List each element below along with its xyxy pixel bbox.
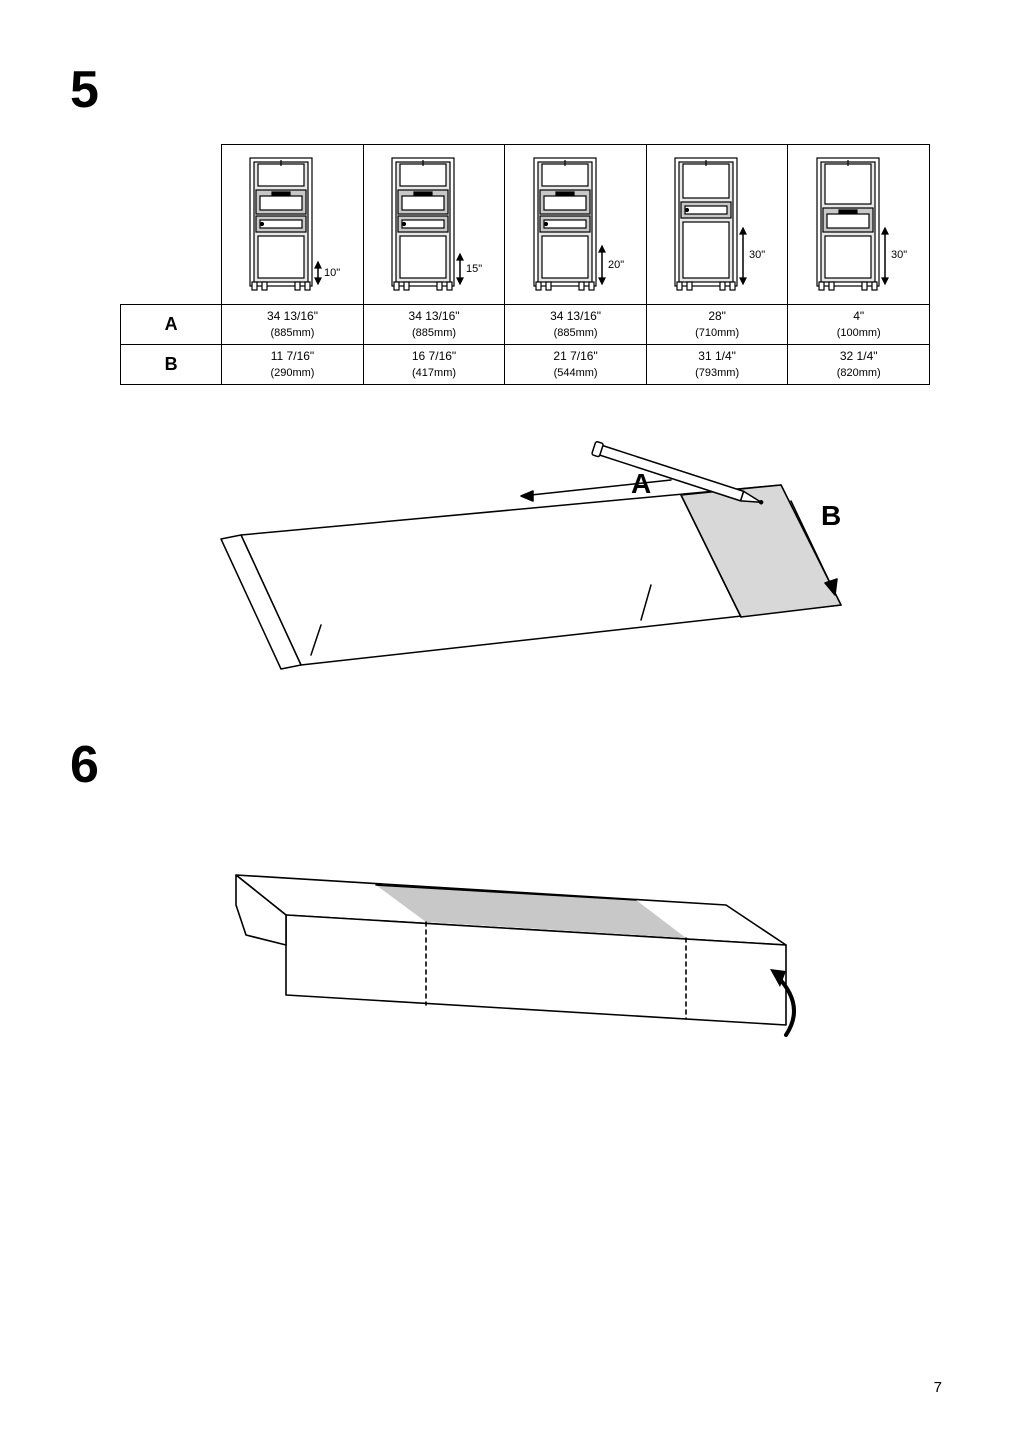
panel-diagram: A B <box>181 425 881 685</box>
arrow-label: 30" <box>891 249 907 261</box>
step-6-number: 6 <box>70 735 942 795</box>
blank-header <box>121 145 222 305</box>
arrow-label: 15" <box>466 263 482 275</box>
cabinet-icon-4: 30" <box>657 150 777 300</box>
cell-a5: 4"(100mm) <box>788 305 930 345</box>
row-b: B 11 7/16"(290mm) 16 7/16"(417mm) 21 7/1… <box>121 345 930 385</box>
cell-a2: 34 13/16"(885mm) <box>363 305 505 345</box>
page-number: 7 <box>934 1379 942 1396</box>
cell-b1: 11 7/16"(290mm) <box>222 345 364 385</box>
arrow-label: 10" <box>324 267 340 279</box>
config-table: 10" <box>120 144 930 385</box>
row-label-b: B <box>121 345 222 385</box>
cell-a3: 34 13/16"(885mm) <box>505 305 647 345</box>
cell-b5: 32 1/4"(820mm) <box>788 345 930 385</box>
cell-a4: 28"(710mm) <box>646 305 788 345</box>
row-a: A 34 13/16"(885mm) 34 13/16"(885mm) 34 1… <box>121 305 930 345</box>
cell-b4: 31 1/4"(793mm) <box>646 345 788 385</box>
panel-label-b: B <box>821 500 841 531</box>
cell-b2: 16 7/16"(417mm) <box>363 345 505 385</box>
config-cell-4: 30" <box>646 145 788 305</box>
cabinet-icon-3: 20" <box>516 150 636 300</box>
step-5-number: 5 <box>70 60 942 120</box>
config-cell-5: 30" <box>788 145 930 305</box>
cell-b3: 21 7/16"(544mm) <box>505 345 647 385</box>
cabinet-icon-5: 30" <box>799 150 919 300</box>
cell-a1: 34 13/16"(885mm) <box>222 305 364 345</box>
cabinet-icon-2: 15" <box>374 150 494 300</box>
config-image-row: 10" <box>121 145 930 305</box>
cabinet-icon-1: 10" <box>232 150 352 300</box>
config-cell-2: 15" <box>363 145 505 305</box>
step-5-content: 10" <box>120 144 942 685</box>
row-label-a: A <box>121 305 222 345</box>
fold-diagram <box>166 835 846 1095</box>
config-cell-1: 10" <box>222 145 364 305</box>
step-6: 6 <box>70 735 942 1095</box>
step-5: 5 <box>70 60 942 685</box>
panel-label-a: A <box>631 468 651 499</box>
config-cell-3: 20" <box>505 145 647 305</box>
arrow-label: 20" <box>608 259 624 271</box>
arrow-label: 30" <box>749 249 765 261</box>
